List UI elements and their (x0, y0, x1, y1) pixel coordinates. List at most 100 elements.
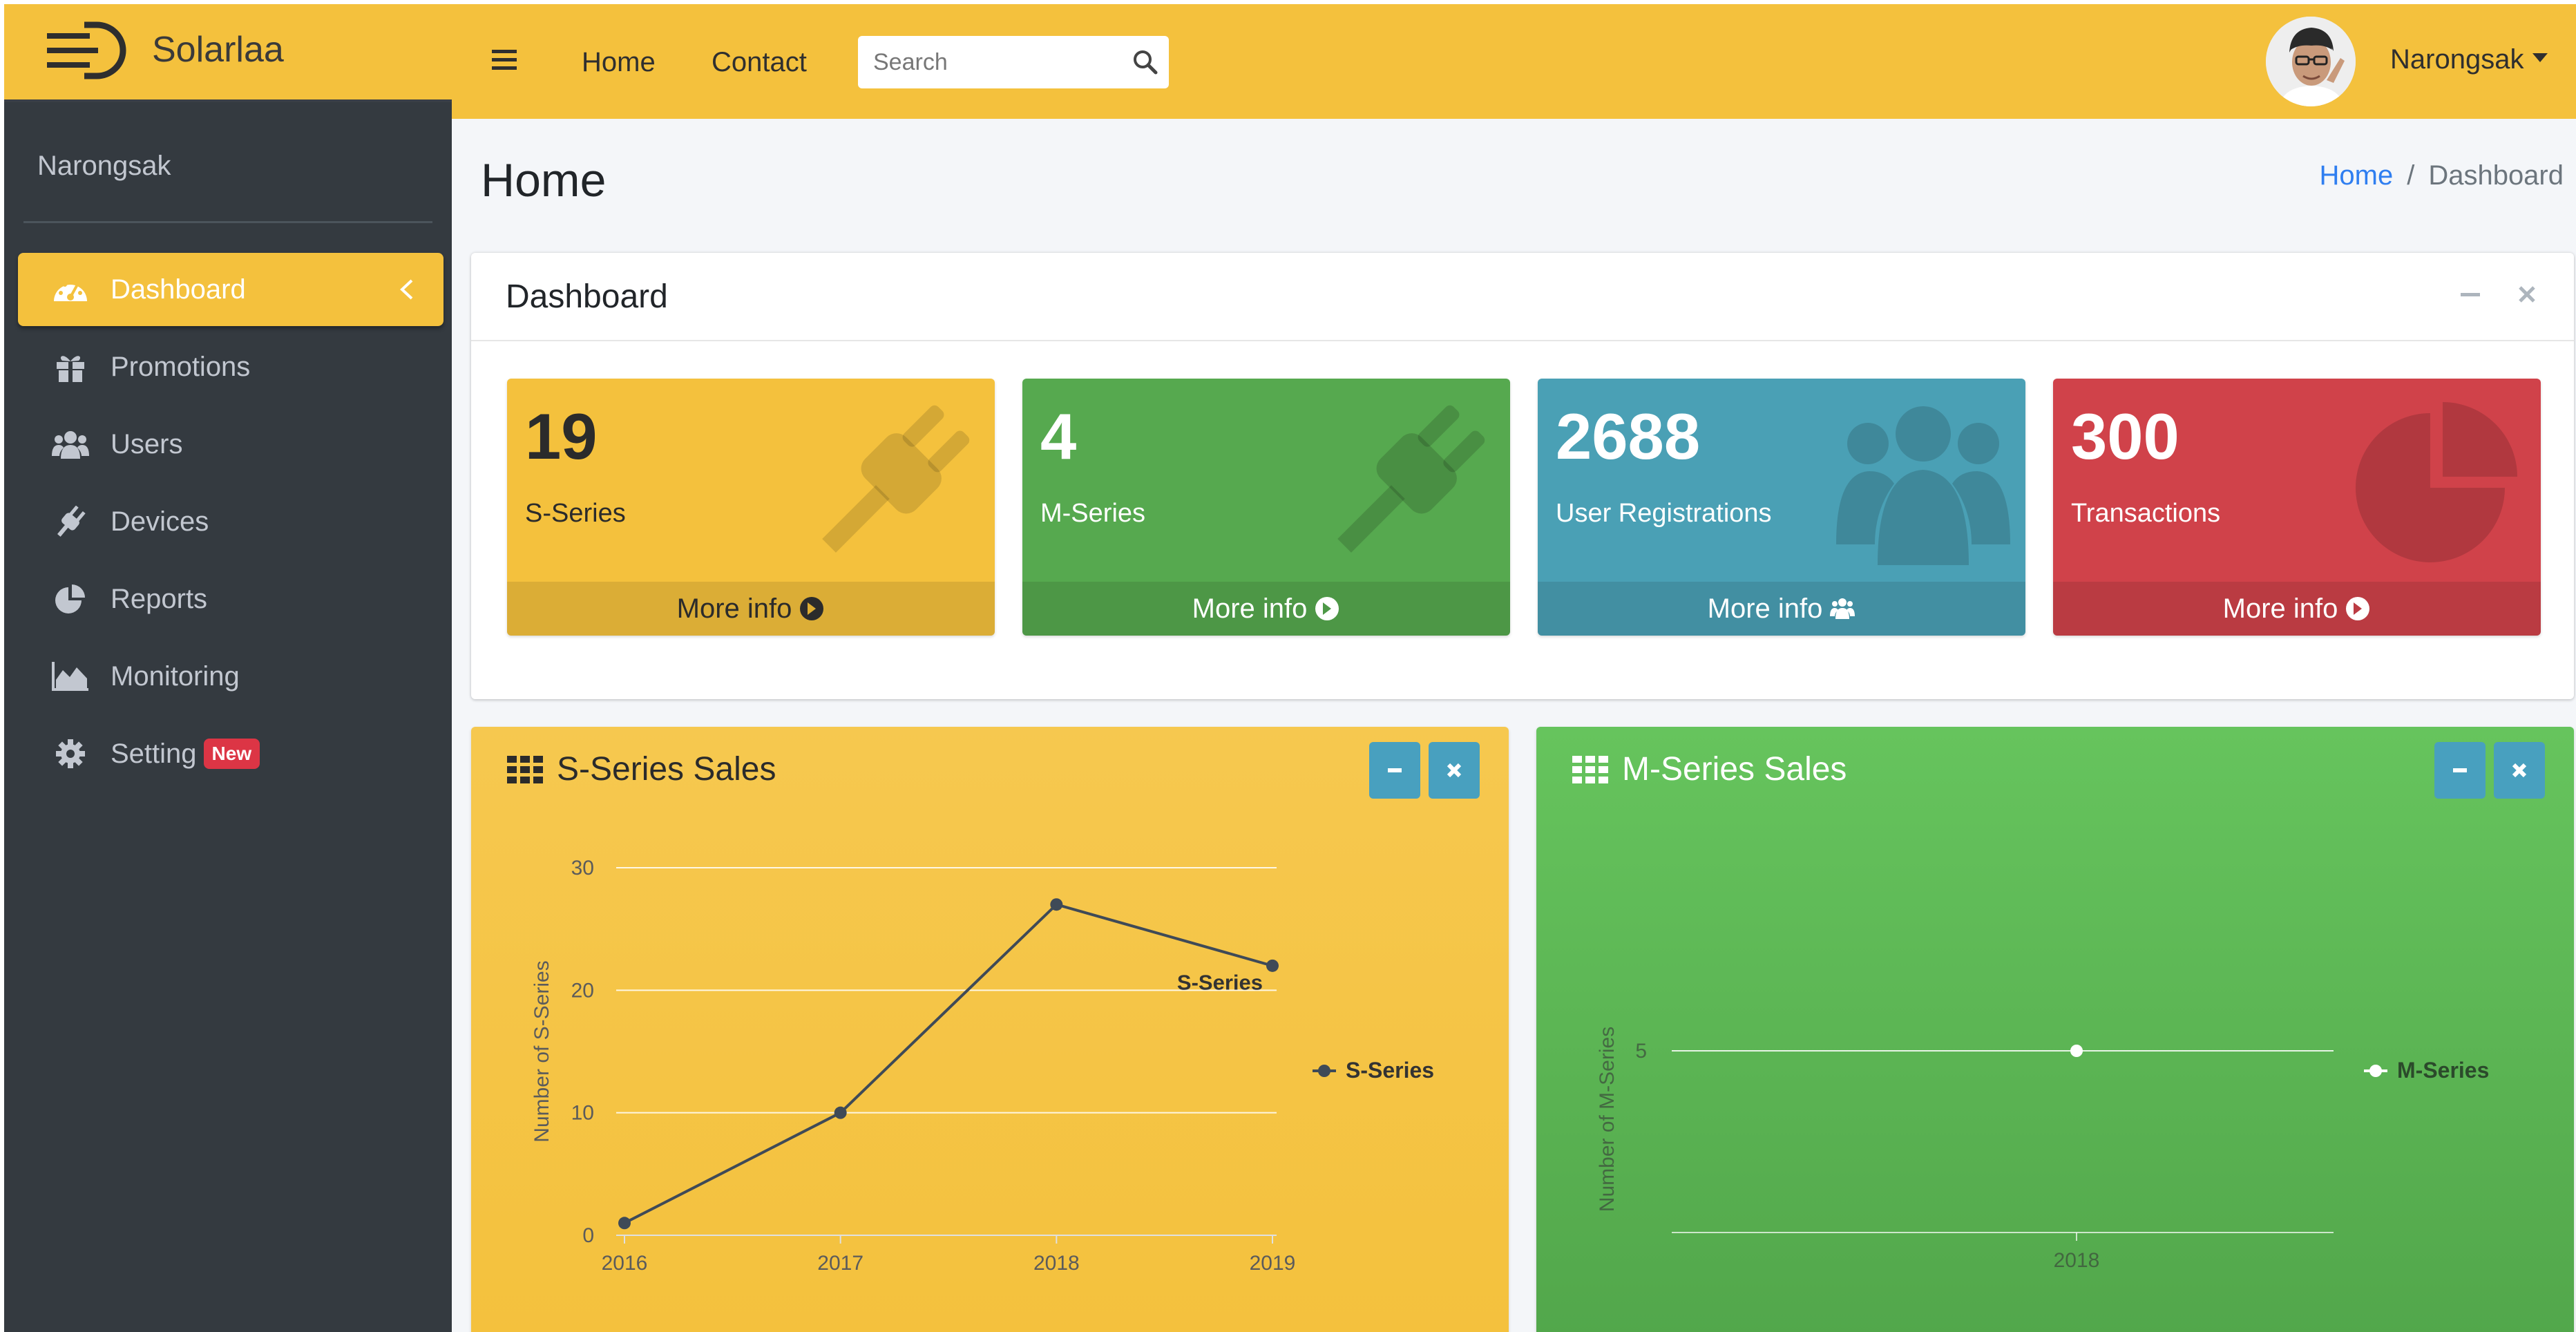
more-info-link[interactable]: More info (507, 582, 995, 636)
nav-link-home[interactable]: Home (582, 47, 656, 77)
dashboard-card: Dashboard 19 S-Series More info (471, 253, 2574, 699)
sidebar-divider (23, 221, 432, 223)
close-icon (2512, 763, 2527, 778)
users-icon (51, 428, 90, 460)
minus-icon (1388, 768, 1402, 772)
plug-icon (1337, 405, 1485, 553)
y-tick-label: 30 (571, 857, 594, 879)
data-point (1266, 959, 1279, 972)
series-line-s-series (624, 902, 1273, 1225)
data-point (2070, 1045, 2083, 1057)
sidebar-item-label: Promotions (111, 351, 251, 382)
remove-button[interactable] (1429, 742, 1480, 799)
avatar[interactable] (2266, 17, 2356, 106)
area-chart-icon (51, 660, 90, 692)
breadcrumb-home-link[interactable]: Home (2319, 160, 2394, 191)
collapse-button[interactable] (2434, 742, 2486, 799)
more-info-label: More info (1192, 593, 1308, 624)
minus-icon (2453, 768, 2467, 772)
x-tick-label: 2019 (1250, 1252, 1296, 1275)
dashboard-card-title: Dashboard (506, 278, 668, 315)
small-box-value: 19 (525, 400, 598, 473)
x-tick-label: 2017 (817, 1252, 864, 1275)
breadcrumb-current: Dashboard (2428, 160, 2564, 191)
y-tick-label: 0 (582, 1224, 594, 1247)
sidebar: Narongsak Dashboard Promotions (4, 102, 452, 1332)
sidebar-item-label: Monitoring (111, 660, 240, 692)
series-annotation: S-Series (1177, 970, 1263, 994)
small-box-value: 300 (2071, 400, 2179, 473)
small-box-label: Transactions (2071, 499, 2221, 528)
breadcrumb: Home / Dashboard (2319, 160, 2564, 191)
y-tick-label: 5 (1635, 1040, 1647, 1063)
sidebar-nav: Dashboard Promotions Users Devices (18, 253, 443, 795)
arrow-circle-right-icon (1315, 597, 1339, 620)
plug-icon (51, 506, 90, 537)
search-box (858, 36, 1169, 88)
sidebar-item-setting[interactable]: Setting New (18, 717, 443, 790)
sidebar-item-users[interactable]: Users (18, 408, 443, 481)
collapse-button[interactable] (1369, 742, 1420, 799)
x-tick-label: 2018 (2054, 1249, 2100, 1272)
plug-icon (822, 405, 970, 553)
search-icon[interactable] (1132, 48, 1159, 76)
user-avatar-icon (2266, 17, 2356, 106)
small-box-label: S-Series (525, 499, 626, 528)
sidebar-item-label: Dashboard (111, 274, 246, 305)
more-info-link[interactable]: More info (2053, 582, 2541, 636)
grid-icon (507, 756, 543, 783)
minimize-icon[interactable] (2456, 280, 2484, 308)
small-box-value: 2688 (1556, 400, 1701, 473)
dashboard-card-header: Dashboard (471, 253, 2574, 341)
tachometer-icon (51, 274, 90, 305)
brand-name: Solarlaa (152, 30, 284, 70)
remove-button[interactable] (2494, 742, 2545, 799)
sidebar-item-promotions[interactable]: Promotions (18, 330, 443, 403)
more-info-link[interactable]: More info (1538, 582, 2025, 636)
s-series-chart-title: S-Series Sales (557, 751, 776, 788)
breadcrumb-separator: / (2407, 160, 2415, 191)
small-box-value: 4 (1040, 400, 1077, 473)
search-input[interactable] (858, 36, 1120, 88)
sidebar-item-dashboard[interactable]: Dashboard (18, 253, 443, 326)
top-navbar: Home Contact Narongsak (452, 4, 2576, 119)
m-series-chart-title: M-Series Sales (1622, 751, 1847, 788)
s-series-sales-card: 0 10 20 30 2016 2017 2018 2019 Number of S-Serie… (471, 727, 1509, 1332)
more-info-link[interactable]: More info (1022, 582, 1510, 636)
sidebar-user-panel[interactable]: Narongsak (4, 102, 452, 227)
sidebar-item-devices[interactable]: Devices (18, 485, 443, 558)
new-badge: New (203, 739, 260, 769)
users-icon (1830, 598, 1855, 619)
y-tick-label: 20 (571, 979, 594, 1002)
caret-down-icon[interactable] (2531, 51, 2549, 64)
arrow-circle-right-icon (800, 597, 824, 620)
m-series-sales-card: 5 2018 Number of M-Series M-Series M-Series… (1536, 727, 2574, 1332)
sidebar-item-reports[interactable]: Reports (18, 562, 443, 636)
small-box-s-series: 19 S-Series More info (507, 379, 995, 636)
m-series-sales-chart: 5 2018 Number of M-Series M-Series (1596, 1027, 2489, 1272)
hamburger-menu-icon[interactable] (492, 50, 517, 70)
data-point (618, 1217, 631, 1230)
y-axis-label: Number of S-Series (531, 960, 553, 1142)
legend-label: M-Series (2397, 1058, 2489, 1083)
brand-bar[interactable]: Solarlaa (4, 4, 452, 102)
small-box-transactions: 300 Transactions More info (2053, 379, 2541, 636)
navbar-user-name[interactable]: Narongsak (2390, 44, 2524, 75)
close-icon[interactable] (2513, 280, 2541, 308)
sidebar-user-name[interactable]: Narongsak (37, 151, 171, 181)
more-info-label: More info (2222, 593, 2338, 624)
nav-link-contact[interactable]: Contact (712, 47, 807, 77)
x-tick-label: 2016 (602, 1252, 648, 1275)
data-point (834, 1106, 847, 1119)
close-icon (1447, 763, 1462, 778)
y-axis-label: Number of M-Series (1596, 1027, 1619, 1212)
legend-label: S-Series (1346, 1058, 1434, 1083)
more-info-label: More info (676, 593, 792, 624)
legend-marker (1318, 1065, 1330, 1077)
sidebar-item-label: Setting (111, 738, 197, 769)
chevron-left-icon[interactable] (397, 275, 417, 304)
users-icon (1836, 406, 2010, 565)
pie-chart-icon (51, 583, 90, 615)
sidebar-item-monitoring[interactable]: Monitoring (18, 640, 443, 713)
m-series-card-header: M-Series Sales (1536, 727, 2574, 817)
